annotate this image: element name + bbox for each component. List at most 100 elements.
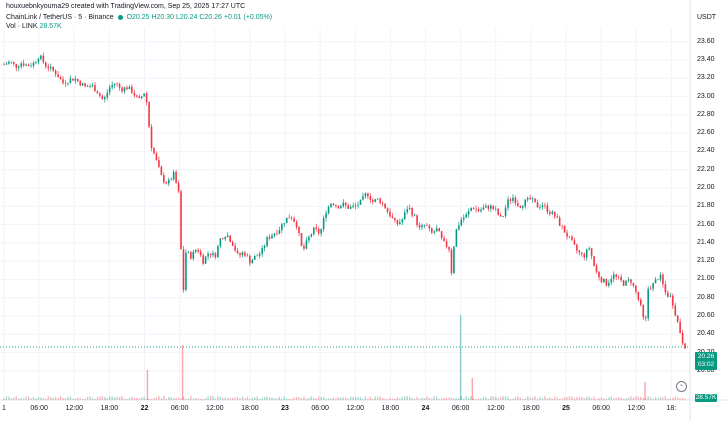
price-tick-label: 21.80 xyxy=(697,202,715,210)
candle-body xyxy=(462,217,465,220)
candle-body xyxy=(529,197,531,200)
volume-bar xyxy=(241,396,244,400)
candle-body xyxy=(642,304,645,318)
volume-bar xyxy=(659,396,662,400)
volume-bar xyxy=(590,398,593,400)
candle-body xyxy=(546,205,549,212)
volume-bar xyxy=(266,396,268,400)
volume-bar xyxy=(281,398,283,400)
volume-bar xyxy=(679,398,681,400)
candle-body xyxy=(59,77,62,80)
candle-body xyxy=(421,225,423,228)
volume-bar xyxy=(320,396,322,400)
candle-body xyxy=(86,86,89,88)
candle-body xyxy=(285,217,288,224)
volume-bar xyxy=(458,398,460,400)
volume-bar xyxy=(622,398,625,400)
volume-bar xyxy=(106,397,108,400)
volume-bar xyxy=(165,398,167,400)
volume-bar xyxy=(158,396,160,400)
volume-bar xyxy=(345,397,347,400)
time-tick-label: 06:00 xyxy=(451,405,470,412)
time-tick-label: 06:00 xyxy=(592,405,610,412)
volume-tag: 28.57K xyxy=(695,394,717,402)
candle-body xyxy=(91,85,94,87)
volume-bar xyxy=(128,397,131,400)
volume-bar xyxy=(610,396,613,400)
volume-bar xyxy=(153,398,155,400)
candle-body xyxy=(411,208,413,216)
volume-bar xyxy=(212,396,214,400)
creator-line: houxuebnkyouma29 created with TradingVie… xyxy=(6,3,246,10)
candle-body xyxy=(448,246,450,250)
candle-body xyxy=(258,253,261,256)
volume-bar xyxy=(603,398,605,400)
time-tick-label: 18:00 xyxy=(100,405,119,412)
volume-bar xyxy=(322,397,325,400)
volume-bar xyxy=(8,396,10,400)
volume-bar xyxy=(396,397,399,400)
candle-body xyxy=(551,211,554,214)
candle-body xyxy=(155,153,158,161)
candle-body xyxy=(556,216,559,218)
volume-bar xyxy=(217,396,219,400)
candle-body xyxy=(219,238,222,246)
candle-body xyxy=(583,253,586,258)
currency-label[interactable]: USDT xyxy=(697,14,717,21)
volume-bar xyxy=(202,398,204,400)
candle-body xyxy=(389,211,391,217)
candle-body xyxy=(244,252,246,256)
volume-spike xyxy=(459,315,462,400)
candle-body xyxy=(590,248,593,257)
price-tick-label: 21.00 xyxy=(697,275,715,283)
volume-bar xyxy=(15,396,17,400)
candle-body xyxy=(401,219,404,223)
symbol-title[interactable]: ChainLink / TetherUS · 5 · Binance xyxy=(6,14,114,21)
candle-body xyxy=(25,64,27,66)
candle-body xyxy=(160,166,163,176)
candle-body xyxy=(344,202,347,206)
candle-body xyxy=(620,276,622,281)
volume-bar xyxy=(391,398,394,400)
volume-bar xyxy=(271,397,273,400)
candle-body xyxy=(396,219,399,225)
volume-bar xyxy=(288,398,290,400)
volume-bar xyxy=(453,398,455,400)
candle-body xyxy=(561,225,563,227)
volume-bar xyxy=(94,398,96,400)
candle-body xyxy=(175,171,177,184)
candle-body xyxy=(413,215,416,216)
candle-body xyxy=(64,82,67,84)
volume-bar xyxy=(72,398,74,400)
volume-bar xyxy=(440,398,443,400)
volume-bar xyxy=(67,396,69,400)
candle-body xyxy=(367,193,369,197)
candle-body xyxy=(170,179,172,181)
candle-body xyxy=(226,235,229,238)
candle-body xyxy=(485,205,487,208)
volume-bar xyxy=(534,396,536,400)
candle-body xyxy=(99,93,101,96)
candle-body xyxy=(512,197,514,201)
volume-bar xyxy=(347,398,349,400)
volume-bar xyxy=(276,398,278,400)
volume-bar xyxy=(364,396,367,400)
volume-bar xyxy=(581,396,583,400)
volume-bar xyxy=(595,398,598,400)
candle-body xyxy=(32,62,35,66)
candle-body xyxy=(580,252,583,254)
volume-bar xyxy=(118,396,121,400)
volume-bar xyxy=(236,396,239,400)
volume-bar xyxy=(637,396,640,400)
volume-bar xyxy=(254,397,256,400)
candle-body xyxy=(37,58,40,62)
volume-bar xyxy=(148,398,150,400)
candle-body xyxy=(322,218,325,230)
volume-bar xyxy=(426,396,428,400)
candle-body xyxy=(507,199,509,208)
candle-body xyxy=(17,66,20,68)
volume-bar xyxy=(84,398,86,400)
volume-label[interactable]: Vol · LINK xyxy=(6,23,38,30)
volume-bar xyxy=(463,398,465,400)
